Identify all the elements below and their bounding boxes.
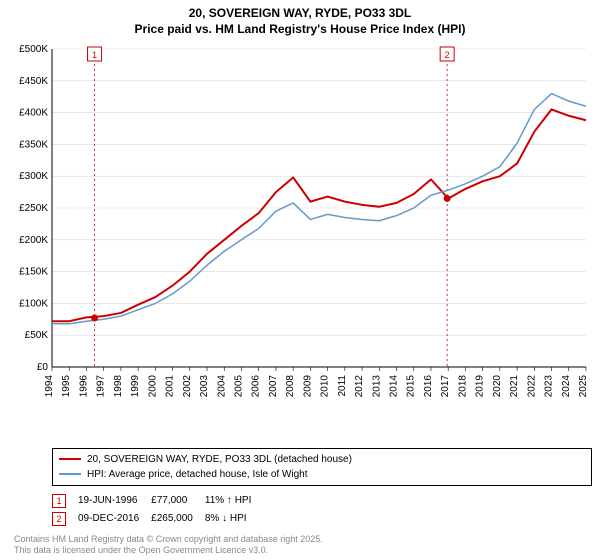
- svg-text:2008: 2008: [285, 375, 296, 398]
- svg-text:1995: 1995: [61, 375, 72, 398]
- marker-price: £77,000: [151, 492, 205, 510]
- svg-text:2016: 2016: [423, 375, 434, 398]
- svg-text:1997: 1997: [96, 375, 107, 398]
- marker-row: 2 09-DEC-2016£265,0008% ↓ HPI: [52, 510, 263, 528]
- attribution: Contains HM Land Registry data © Crown c…: [14, 534, 592, 557]
- marker-badge: 1: [52, 494, 66, 508]
- svg-text:2012: 2012: [354, 375, 365, 398]
- svg-text:2003: 2003: [199, 375, 210, 398]
- svg-text:2020: 2020: [492, 375, 503, 398]
- svg-text:2005: 2005: [233, 375, 244, 398]
- line-chart: £0 £50K £100K £150K £200K £250K £300K £350K £400…: [8, 43, 592, 401]
- svg-text:£450K: £450K: [19, 76, 48, 87]
- svg-text:2022: 2022: [526, 375, 537, 398]
- marker-delta: 11% ↑ HPI: [205, 492, 264, 510]
- svg-text:£400K: £400K: [19, 108, 48, 119]
- attrib-line-2: This data is licensed under the Open Gov…: [14, 545, 268, 555]
- svg-text:£250K: £250K: [19, 203, 48, 214]
- legend: 20, SOVEREIGN WAY, RYDE, PO33 3DL (detac…: [52, 448, 592, 486]
- svg-text:£350K: £350K: [19, 140, 48, 151]
- svg-text:£500K: £500K: [19, 44, 48, 55]
- title-line-2: Price paid vs. HM Land Registry's House …: [135, 22, 466, 36]
- svg-text:1994: 1994: [44, 375, 55, 398]
- svg-text:1999: 1999: [130, 375, 141, 398]
- svg-text:2017: 2017: [440, 375, 451, 398]
- svg-text:2015: 2015: [406, 375, 417, 398]
- svg-text:2021: 2021: [509, 375, 520, 398]
- svg-text:2009: 2009: [302, 375, 313, 398]
- legend-item: HPI: Average price, detached house, Isle…: [59, 467, 585, 482]
- svg-text:2004: 2004: [216, 375, 227, 398]
- svg-text:2024: 2024: [561, 375, 572, 398]
- svg-text:2019: 2019: [475, 375, 486, 398]
- svg-text:£200K: £200K: [19, 235, 48, 246]
- svg-text:2000: 2000: [147, 375, 158, 398]
- chart-title: 20, SOVEREIGN WAY, RYDE, PO33 3DL Price …: [8, 6, 592, 37]
- marker-badge: 2: [52, 512, 66, 526]
- svg-text:2011: 2011: [337, 375, 348, 397]
- svg-text:2025: 2025: [578, 375, 589, 398]
- svg-text:2001: 2001: [165, 375, 176, 398]
- title-line-1: 20, SOVEREIGN WAY, RYDE, PO33 3DL: [189, 6, 412, 20]
- svg-text:2010: 2010: [320, 375, 331, 398]
- svg-text:1998: 1998: [113, 375, 124, 398]
- svg-text:2007: 2007: [268, 375, 279, 398]
- svg-text:2018: 2018: [457, 375, 468, 398]
- svg-text:2: 2: [445, 50, 450, 60]
- svg-text:£150K: £150K: [19, 267, 48, 278]
- svg-text:2002: 2002: [182, 375, 193, 398]
- svg-text:£100K: £100K: [19, 299, 48, 310]
- marker-date: 09-DEC-2016: [78, 510, 151, 528]
- legend-item: 20, SOVEREIGN WAY, RYDE, PO33 3DL (detac…: [59, 452, 585, 467]
- svg-text:2014: 2014: [389, 375, 400, 398]
- chart-area: £0 £50K £100K £150K £200K £250K £300K £350K £400…: [8, 43, 592, 443]
- legend-label: HPI: Average price, detached house, Isle…: [87, 467, 308, 482]
- svg-text:£0: £0: [37, 362, 49, 373]
- svg-text:2013: 2013: [371, 375, 382, 398]
- attrib-line-1: Contains HM Land Registry data © Crown c…: [14, 534, 323, 544]
- marker-delta: 8% ↓ HPI: [205, 510, 264, 528]
- marker-price: £265,000: [151, 510, 205, 528]
- svg-text:2023: 2023: [544, 375, 555, 398]
- chart-container: 20, SOVEREIGN WAY, RYDE, PO33 3DL Price …: [0, 0, 600, 560]
- legend-swatch: [59, 458, 81, 460]
- legend-swatch: [59, 473, 81, 475]
- svg-text:£300K: £300K: [19, 171, 48, 182]
- marker-table: 1 19-JUN-1996£77,00011% ↑ HPI 2 09-DEC-2016…: [52, 492, 592, 528]
- svg-text:1: 1: [92, 50, 97, 60]
- legend-label: 20, SOVEREIGN WAY, RYDE, PO33 3DL (detac…: [87, 452, 352, 467]
- marker-row: 1 19-JUN-1996£77,00011% ↑ HPI: [52, 492, 263, 510]
- svg-text:£50K: £50K: [25, 330, 49, 341]
- marker-date: 19-JUN-1996: [78, 492, 151, 510]
- svg-text:1996: 1996: [78, 375, 89, 398]
- svg-text:2006: 2006: [251, 375, 262, 398]
